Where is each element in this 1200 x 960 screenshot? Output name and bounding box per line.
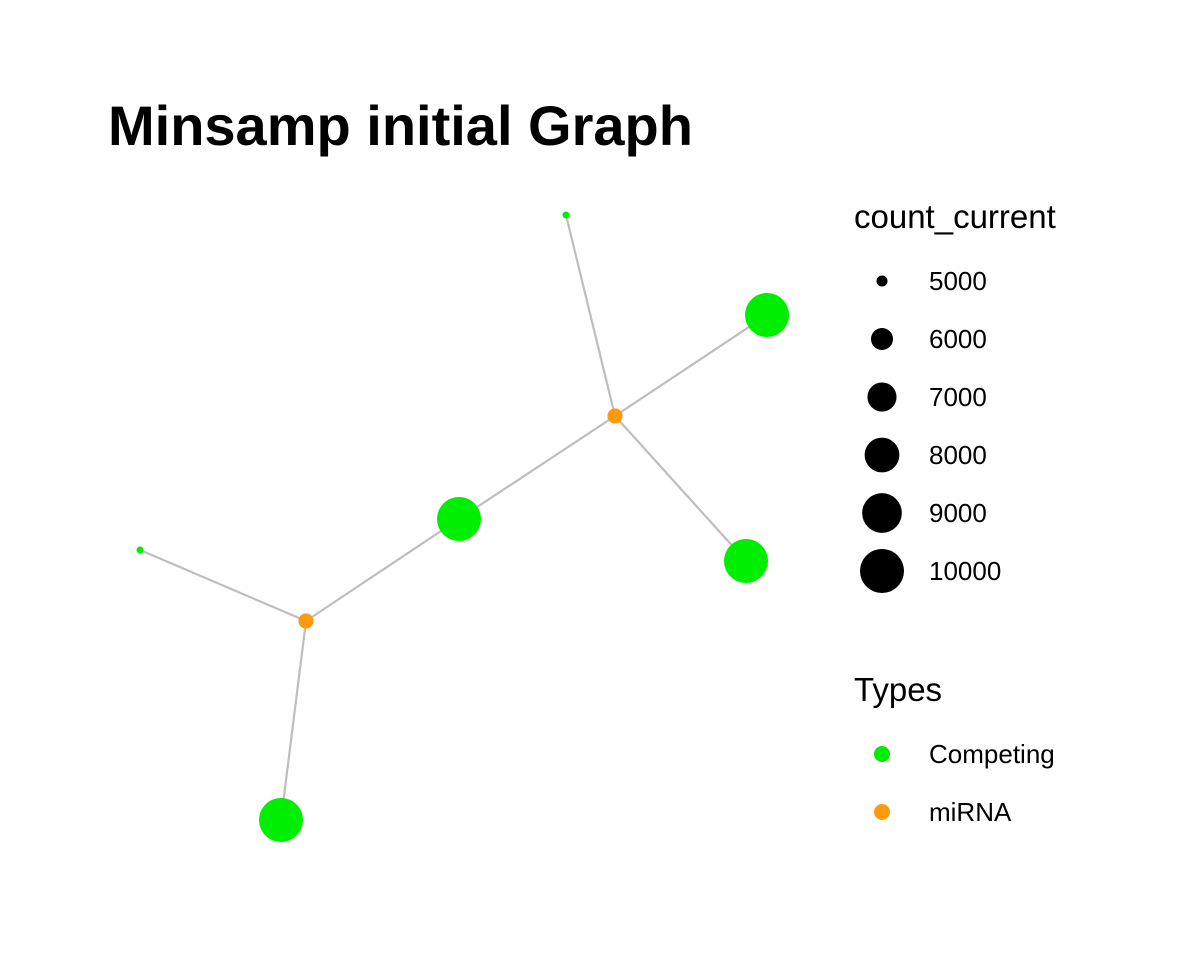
legend-size: count_current 5000 6000 7000 8000 9000 10000 xyxy=(854,198,1056,593)
legend-type-label-mirna: miRNA xyxy=(929,797,1012,827)
graph-title: Minsamp initial Graph xyxy=(108,94,693,157)
legend-size-label-10000: 10000 xyxy=(929,556,1001,586)
legend-size-title: count_current xyxy=(854,198,1056,235)
graph-node-n1 xyxy=(562,211,570,219)
graph-node-n4 xyxy=(437,497,481,541)
legend-size-dot-7000 xyxy=(867,382,897,412)
graph-node-n3 xyxy=(607,408,623,424)
legend-size-dot-8000 xyxy=(864,437,900,473)
legend-size-dot-10000 xyxy=(860,549,904,593)
graph-node-n7 xyxy=(298,613,314,629)
graph-edge-n1-n3 xyxy=(564,214,617,417)
legend-size-dot-6000 xyxy=(870,327,894,351)
edges-layer xyxy=(139,214,768,821)
graph-edge-n4-n7 xyxy=(305,518,460,622)
legend-size-label-6000: 6000 xyxy=(929,324,987,354)
graph-node-n2 xyxy=(745,293,789,337)
legend-types: Types Competing miRNA xyxy=(854,671,1055,827)
legend-size-label-5000: 5000 xyxy=(929,266,987,296)
legend-type-dot-mirna xyxy=(874,804,890,820)
graph-node-n6 xyxy=(136,546,144,554)
graph-node-n8 xyxy=(259,798,303,842)
legend-type-dot-competing xyxy=(874,746,890,762)
legend-size-label-7000: 7000 xyxy=(929,382,987,412)
legend-size-dot-5000 xyxy=(876,275,888,287)
graph-edge-n2-n3 xyxy=(614,314,768,417)
graph-edge-n3-n5 xyxy=(614,415,747,562)
graph-edge-n7-n8 xyxy=(279,620,308,821)
legend-size-dot-9000 xyxy=(862,493,902,533)
nodes-layer xyxy=(136,211,789,842)
legend-types-title: Types xyxy=(854,671,942,708)
graph-node-n5 xyxy=(724,539,768,583)
legend-type-label-competing: Competing xyxy=(929,739,1055,769)
graph-edge-n6-n7 xyxy=(139,548,307,623)
graph-edge-n3-n4 xyxy=(458,415,616,520)
legend-size-label-8000: 8000 xyxy=(929,440,987,470)
legend-size-label-9000: 9000 xyxy=(929,498,987,528)
